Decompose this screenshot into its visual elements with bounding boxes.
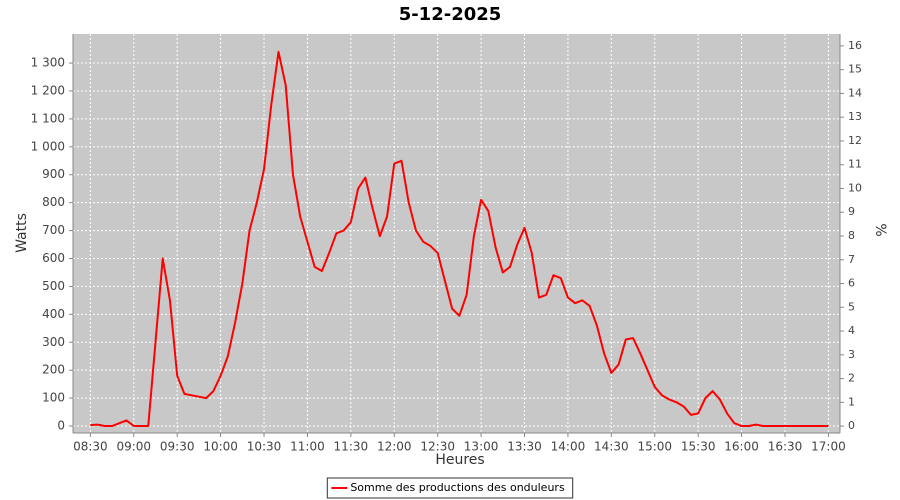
y-tick-label: 1 000 — [31, 139, 65, 153]
y2-tick-label: 11 — [848, 158, 862, 171]
y2-tick-label: 3 — [848, 348, 855, 361]
y-tick-label: 800 — [42, 195, 65, 209]
y2-tick-label: 15 — [848, 63, 862, 76]
y2-tick-label: 1 — [848, 395, 855, 408]
x-tick-label: 17:00 — [811, 440, 846, 454]
x-tick-label: 09:30 — [160, 440, 195, 454]
y2-tick-label: 8 — [848, 229, 855, 242]
y-tick-label: 0 — [57, 419, 65, 433]
legend: Somme des productions des onduleurs — [326, 477, 574, 499]
y-tick-label: 1 300 — [31, 56, 65, 70]
x-tick-label: 16:30 — [768, 440, 803, 454]
y2-tick-label: 5 — [848, 300, 855, 313]
y2-tick-label: 10 — [848, 181, 862, 194]
x-tick-label: 13:00 — [464, 440, 499, 454]
y2-tick-label: 7 — [848, 253, 855, 266]
y2-axis-label: % — [872, 223, 888, 236]
plot-area — [73, 34, 840, 433]
x-tick-label: 11:30 — [334, 440, 369, 454]
y-tick-label: 1 100 — [31, 111, 65, 125]
data-line — [90, 50, 829, 428]
x-tick-label: 09:00 — [116, 440, 151, 454]
x-tick-label: 15:30 — [681, 440, 716, 454]
y2-tick-label: 16 — [848, 39, 862, 52]
y-tick-label: 600 — [42, 251, 65, 265]
y-tick-label: 700 — [42, 223, 65, 237]
legend-label: Somme des productions des onduleurs — [350, 481, 565, 494]
y-tick-label: 200 — [42, 363, 65, 377]
x-tick-label: 13:30 — [507, 440, 542, 454]
y-tick-label: 1 200 — [31, 83, 65, 97]
legend-box — [326, 477, 574, 499]
y2-tick-label: 6 — [848, 277, 855, 290]
y-tick-label: 400 — [42, 307, 65, 321]
y2-tick-label: 4 — [848, 324, 855, 337]
y2-tick-label: 0 — [848, 419, 855, 432]
y-tick-label: 100 — [42, 391, 65, 405]
y-tick-label: 300 — [42, 335, 65, 349]
x-tick-label: 14:30 — [594, 440, 629, 454]
y2-tick-label: 12 — [848, 134, 862, 147]
x-axis-label: Heures — [435, 452, 484, 468]
chart-title: 5-12-2025 — [399, 4, 502, 25]
y-tick-label: 900 — [42, 167, 65, 181]
x-tick-label: 16:00 — [724, 440, 759, 454]
x-tick-label: 11:00 — [290, 440, 325, 454]
y-tick-label: 500 — [42, 279, 65, 293]
x-tick-label: 12:30 — [420, 440, 455, 454]
y2-tick-label: 13 — [848, 110, 862, 123]
x-tick-label: 10:30 — [247, 440, 282, 454]
x-tick-label: 10:00 — [203, 440, 238, 454]
x-tick-label: 12:00 — [377, 440, 412, 454]
y2-tick-label: 9 — [848, 205, 855, 218]
x-tick-label: 08:30 — [73, 440, 108, 454]
y-axis-label: Watts — [14, 213, 30, 253]
x-tick-label: 14:00 — [551, 440, 586, 454]
y2-tick-label: 14 — [848, 86, 862, 99]
y2-tick-label: 2 — [848, 372, 855, 385]
x-tick-label: 15:00 — [637, 440, 672, 454]
